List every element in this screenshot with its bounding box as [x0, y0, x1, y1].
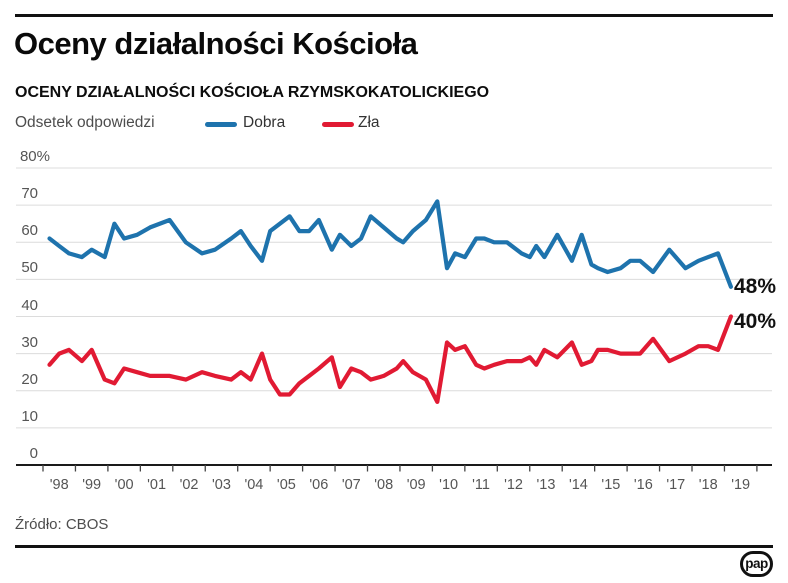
x-axis-label: '04: [244, 477, 264, 493]
x-axis-label: '09: [406, 477, 426, 493]
legend-label-dobra: Dobra: [243, 114, 286, 131]
y-axis-label: 40: [21, 296, 38, 314]
y-axis-title: Odsetek odpowiedzi: [15, 114, 155, 131]
x-axis-label: '03: [212, 477, 231, 493]
zla-end-value-label: 40%: [734, 310, 777, 333]
pap-logo: pap: [740, 551, 773, 577]
x-axis-label: '06: [309, 477, 329, 493]
y-axis-label: 0: [29, 445, 38, 462]
y-axis-label: 80%: [19, 148, 50, 165]
legend-label-zla: Zła: [358, 114, 380, 131]
x-axis-label: '10: [439, 477, 459, 493]
page-title: Oceny działalności Kościoła: [14, 26, 418, 61]
x-axis-label: '08: [374, 477, 394, 493]
y-axis-label: 70: [21, 185, 38, 203]
top-divider: [15, 14, 773, 17]
x-axis-label: '99: [82, 477, 102, 493]
x-axis-label: '02: [179, 477, 199, 493]
x-axis-label: '16: [633, 477, 653, 493]
x-axis-label: '15: [601, 477, 621, 493]
chart-subtitle: OCENY DZIAŁALNOŚCI KOŚCIOŁA RZYMSKOKATOL…: [15, 84, 490, 101]
dobra-line-swatch-icon: [205, 122, 237, 127]
x-axis-label: '05: [276, 477, 296, 493]
series-line-dobra: [47, 199, 734, 289]
x-axis-label: '19: [731, 477, 751, 493]
x-axis-label: '00: [114, 477, 134, 493]
x-axis-label: '07: [341, 477, 361, 493]
y-axis-label: 60: [21, 222, 38, 240]
x-axis-label: '12: [504, 477, 523, 493]
x-axis-label: '13: [536, 477, 556, 493]
x-axis-label: '01: [147, 477, 167, 493]
bottom-divider: [15, 545, 773, 548]
x-axis-label: '17: [666, 477, 686, 493]
x-axis-label: '11: [472, 477, 490, 493]
y-axis-label: 50: [21, 259, 38, 277]
legend: Odsetek odpowiedzi Dobra Zła: [15, 113, 775, 135]
y-axis-label: 20: [21, 370, 38, 388]
source-note: Źródło: CBOS: [15, 516, 109, 533]
y-axis-label: 10: [21, 407, 38, 425]
x-axis-label: '18: [698, 477, 718, 493]
x-axis-label: '98: [49, 477, 69, 493]
y-axis-label: 30: [21, 333, 38, 351]
x-axis-label: '14: [568, 477, 588, 493]
dobra-end-value-label: 48%: [734, 275, 777, 298]
series-line-zła: [47, 314, 734, 404]
zla-line-swatch-icon: [322, 122, 354, 127]
